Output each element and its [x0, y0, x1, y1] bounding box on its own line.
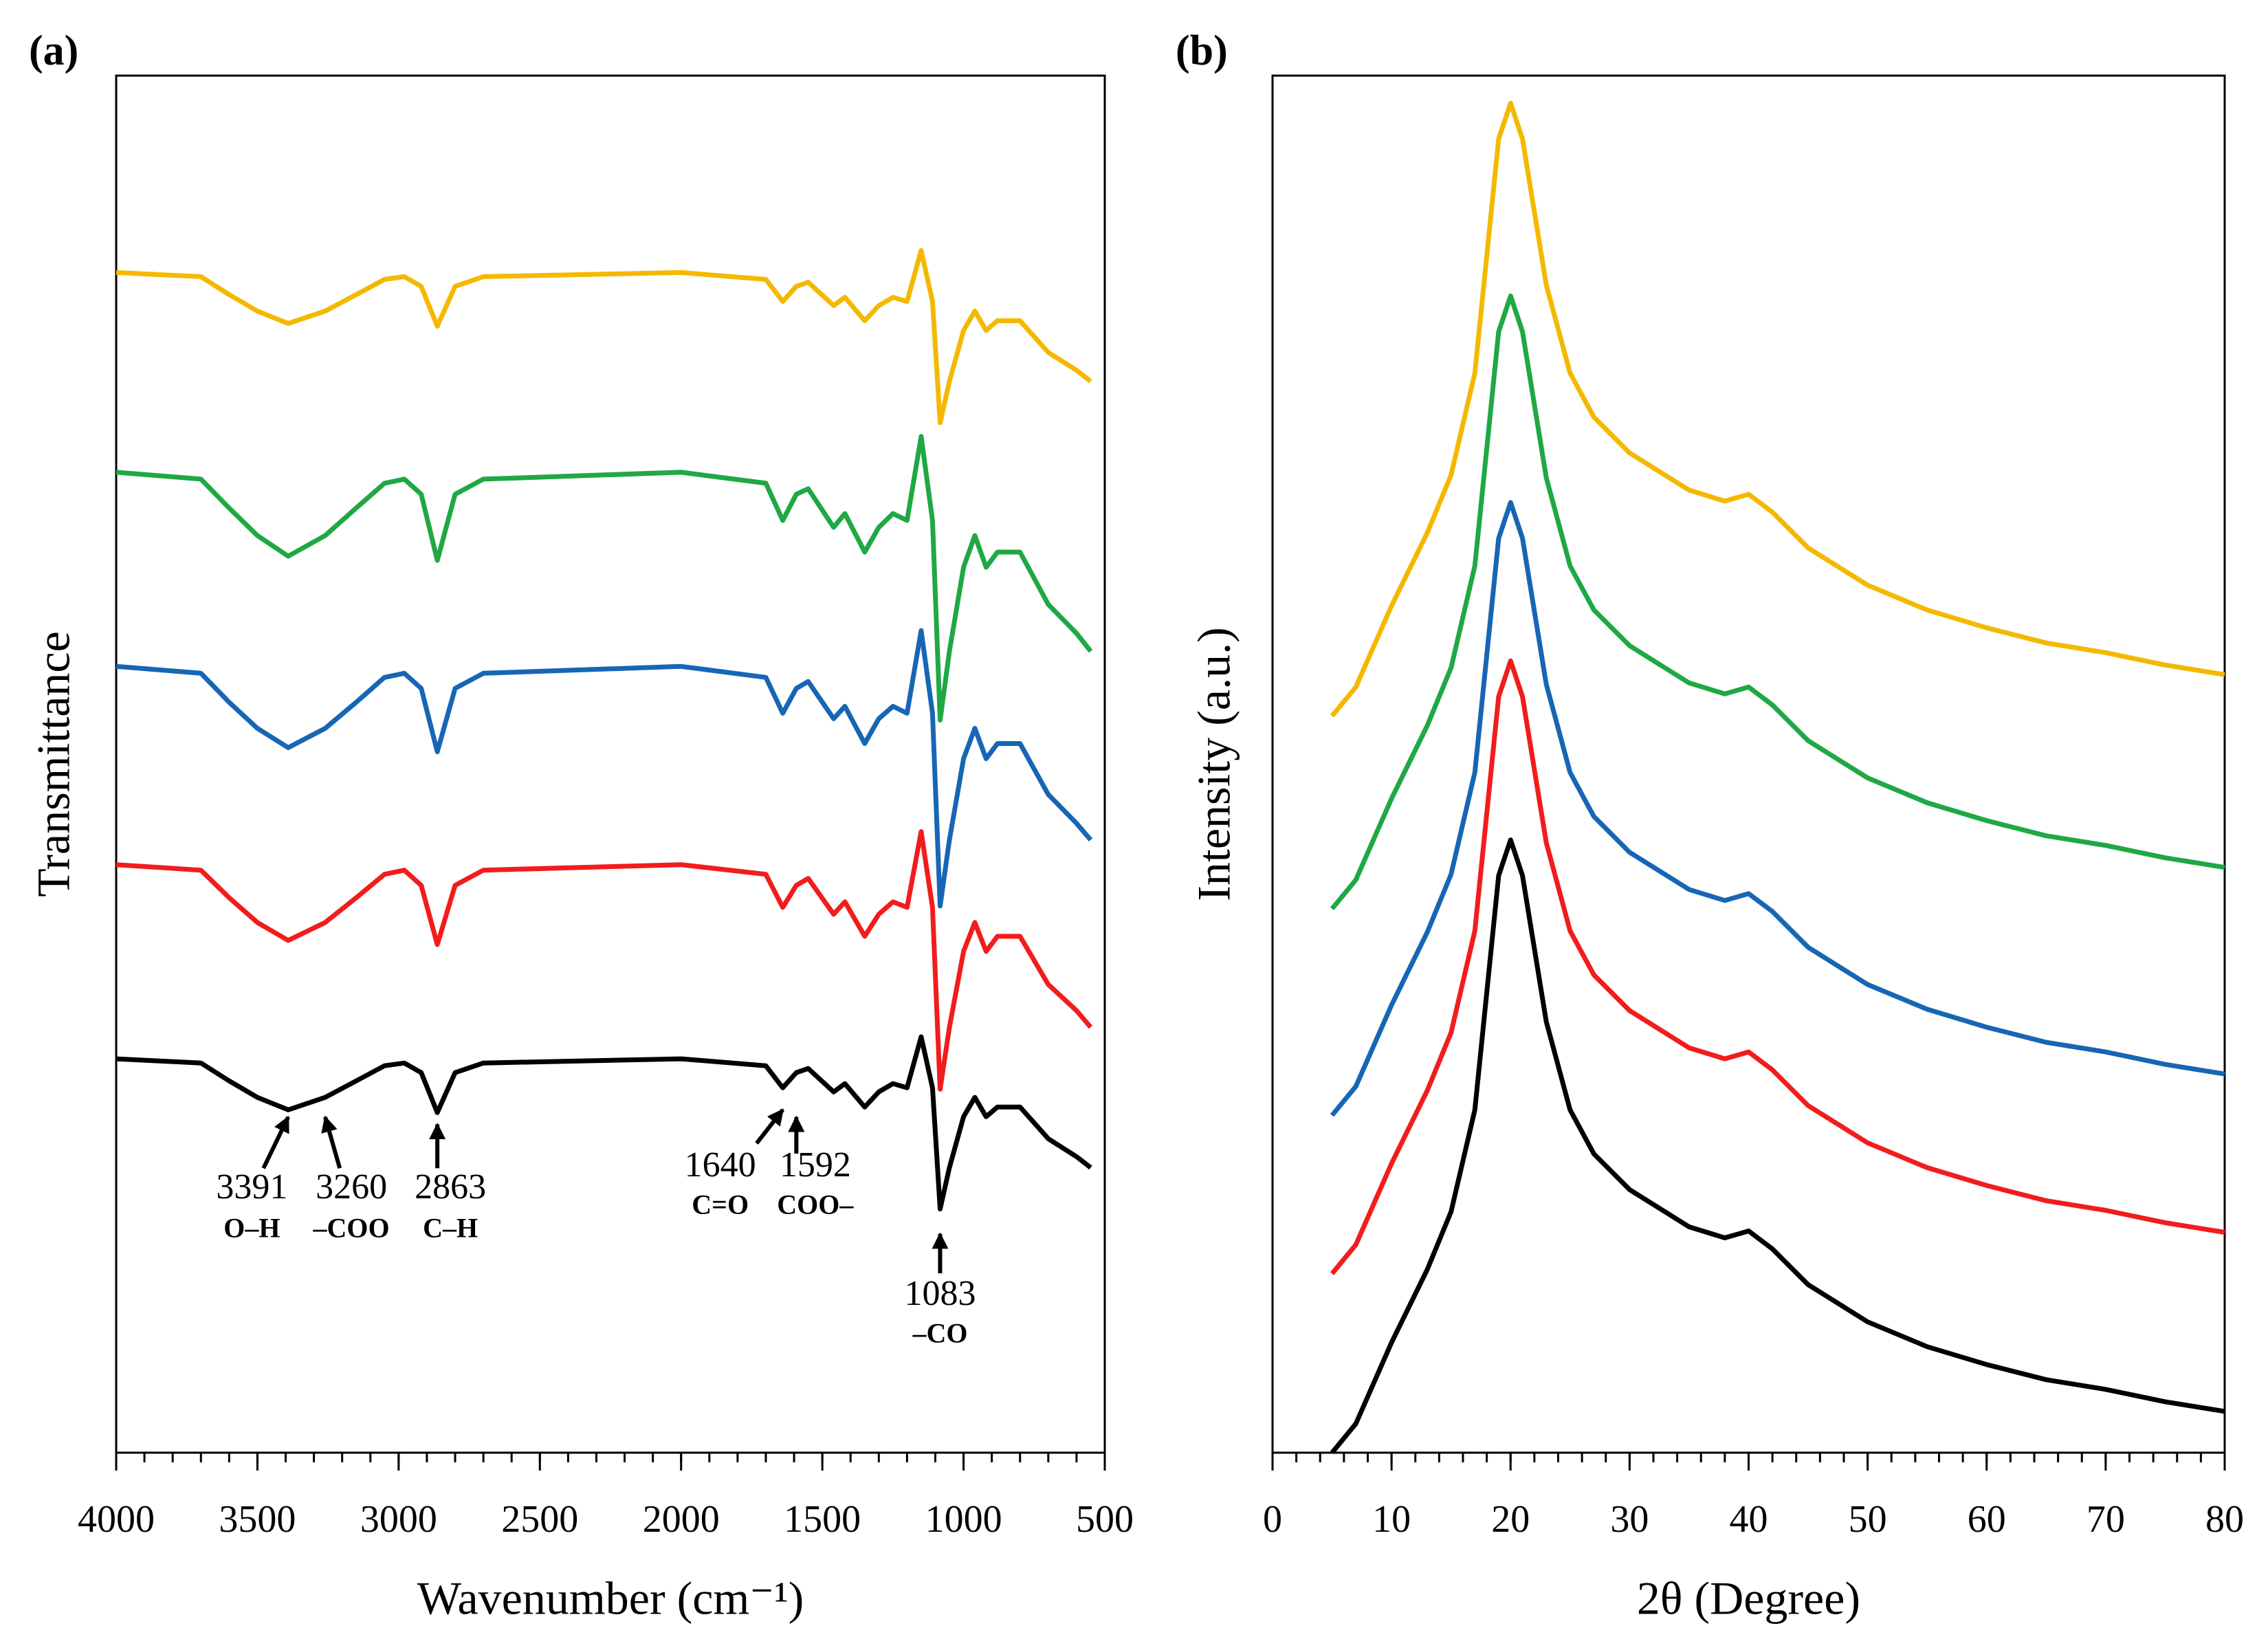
data-line	[1330, 100, 2225, 718]
annotation-note: C=O	[692, 1189, 749, 1220]
x-tick-label: 30	[1610, 1498, 1649, 1541]
x-tick-label: 2500	[501, 1498, 578, 1541]
annotation-note: COO–	[777, 1189, 854, 1220]
panel-label: (a)	[29, 28, 78, 74]
x-axis-title: Wavenumber (cm⁻¹)	[417, 1572, 804, 1625]
y-axis-title: Transmittance	[27, 631, 80, 897]
x-tick-label: 50	[1849, 1498, 1887, 1541]
data-line	[115, 628, 1093, 909]
annotation-value: 2863	[415, 1167, 486, 1207]
x-tick-label: 10	[1372, 1498, 1411, 1541]
annotation-note: C–H	[423, 1213, 478, 1244]
x-tick-label: 40	[1730, 1498, 1768, 1541]
data-line	[115, 829, 1093, 1092]
annotation-value: 3260	[316, 1167, 387, 1207]
annotation-value: 1592	[780, 1145, 851, 1185]
x-tick-label: 70	[2087, 1498, 2125, 1541]
y-axis-title: Intensity (a.u.)	[1188, 627, 1240, 901]
plot-frame	[115, 74, 1106, 1454]
x-tick-label: 2000	[643, 1498, 720, 1541]
annotation-arrow	[321, 1115, 342, 1169]
data-line	[115, 1034, 1092, 1211]
annotation-arrow	[261, 1115, 290, 1169]
x-tick-label: 1000	[925, 1498, 1002, 1541]
x-tick-label: 4000	[78, 1498, 155, 1541]
x-tick-label: 500	[1076, 1498, 1134, 1541]
x-tick-label: 60	[1968, 1498, 2006, 1541]
annotation-value: 1640	[685, 1145, 756, 1185]
data-line	[1330, 837, 2225, 1455]
x-tick-label: 1500	[784, 1498, 861, 1541]
data-line	[1330, 294, 2225, 911]
x-tick-label: 3500	[219, 1498, 296, 1541]
data-line	[1330, 658, 2225, 1275]
data-line	[115, 434, 1093, 723]
annotation-note: O–H	[223, 1213, 280, 1244]
x-tick-label: 80	[2205, 1498, 2244, 1541]
x-axis-title: 2θ (Degree)	[1637, 1572, 1860, 1625]
plot-frame	[1271, 74, 2226, 1454]
x-tick-label: 3000	[360, 1498, 437, 1541]
annotation-value: 3391	[216, 1167, 287, 1207]
annotation-arrow	[755, 1108, 784, 1145]
data-line	[1330, 500, 2225, 1117]
data-line	[115, 248, 1092, 426]
annotation-note: –COO	[313, 1213, 390, 1244]
annotation-note: –CO	[912, 1318, 967, 1349]
panel-label: (b)	[1176, 28, 1228, 74]
annotation-value: 1083	[904, 1274, 976, 1313]
x-tick-label: 0	[1263, 1498, 1282, 1541]
x-tick-label: 20	[1491, 1498, 1530, 1541]
